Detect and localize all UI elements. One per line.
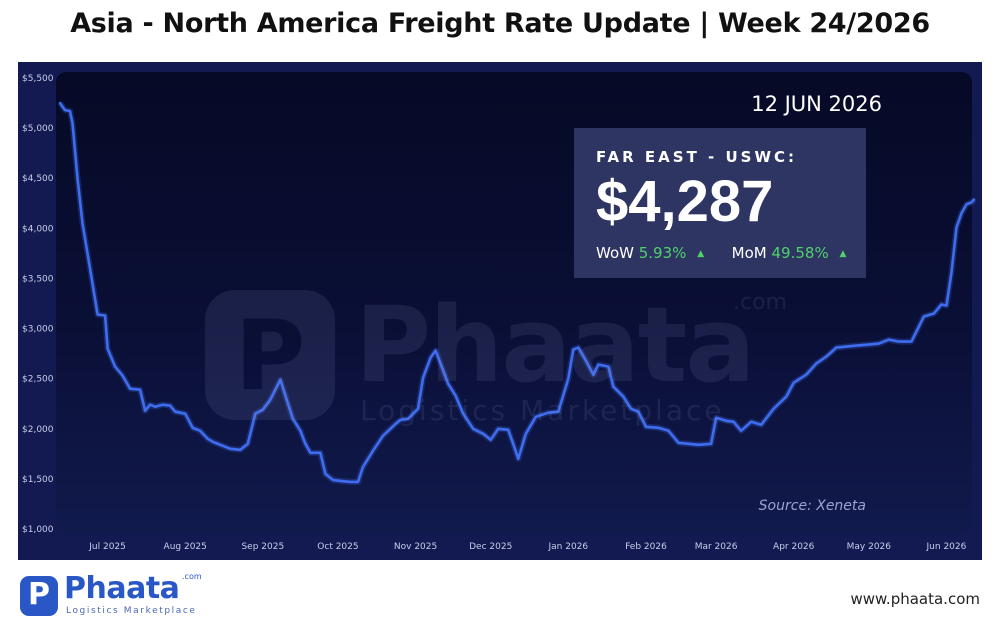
y-tick-label: $5,500 — [22, 74, 54, 84]
x-tick-label: Dec 2025 — [469, 542, 512, 552]
x-tick-label: Jun 2026 — [926, 542, 967, 552]
website-url[interactable]: www.phaata.com — [850, 590, 981, 608]
series-group — [57, 101, 977, 485]
logo-badge-icon: P — [20, 576, 58, 616]
y-tick-label: $5,000 — [22, 124, 54, 134]
x-axis-ticks: Jul 2025 Aug 2025 Sep 2025 Oct 2025 Nov 2025… — [88, 542, 966, 552]
logo-suffix: .com — [182, 572, 202, 581]
x-tick-label: Nov 2025 — [394, 542, 437, 552]
logo-name: Phaata — [64, 571, 180, 606]
y-axis-ticks: $1,000 $1,500 $2,000 $2,500 $3,000 $3,500 $4,0… — [22, 74, 54, 535]
wow-label: WoW — [596, 244, 634, 262]
footer-logo[interactable]: P Phaata .com Logistics Marketplace — [20, 571, 220, 620]
y-tick-label: $4,000 — [22, 224, 54, 234]
rate-info-box: FAR EAST - USWC: $4,287 WoW 5.93% ▲ MoM … — [574, 128, 866, 278]
freight-rate-chart: $1,000 $1,500 $2,000 $2,500 $3,000 $3,500 $4,0… — [22, 74, 977, 552]
page-title: Asia - North America Freight Rate Update… — [70, 8, 930, 39]
mom-value: 49.58% — [771, 244, 829, 262]
y-tick-label: $1,000 — [22, 525, 54, 535]
wow-value: 5.93% — [638, 244, 687, 262]
y-tick-label: $2,500 — [22, 375, 54, 385]
x-tick-label: Jul 2025 — [88, 542, 126, 552]
y-tick-label: $2,000 — [22, 425, 54, 435]
triangle-up-icon: ▲ — [697, 249, 705, 259]
x-tick-label: May 2026 — [847, 542, 892, 552]
change-row: WoW 5.93% ▲ MoM 49.58% ▲ — [596, 244, 866, 262]
y-tick-label: $3,500 — [22, 274, 54, 284]
report-date: 12 JUN 2026 — [751, 92, 882, 116]
y-tick-label: $1,500 — [22, 475, 54, 485]
series-line — [58, 101, 976, 484]
logo-tagline: Logistics Marketplace — [66, 606, 197, 616]
x-tick-label: Jan 2026 — [548, 542, 589, 552]
triangle-up-icon: ▲ — [839, 249, 847, 259]
route-label: FAR EAST - USWC: — [596, 148, 798, 166]
x-tick-label: Apr 2026 — [773, 542, 815, 552]
y-tick-label: $4,500 — [22, 174, 54, 184]
x-tick-label: Sep 2025 — [241, 542, 284, 552]
source-note: Source: Xeneta — [758, 498, 866, 514]
rate-value: $4,287 — [596, 169, 774, 234]
y-tick-label: $3,000 — [22, 325, 54, 335]
x-tick-label: Feb 2026 — [625, 542, 667, 552]
x-tick-label: Oct 2025 — [317, 542, 358, 552]
x-tick-label: Aug 2025 — [164, 542, 207, 552]
mom-label: MoM — [731, 244, 767, 262]
x-tick-label: Mar 2026 — [695, 542, 738, 552]
